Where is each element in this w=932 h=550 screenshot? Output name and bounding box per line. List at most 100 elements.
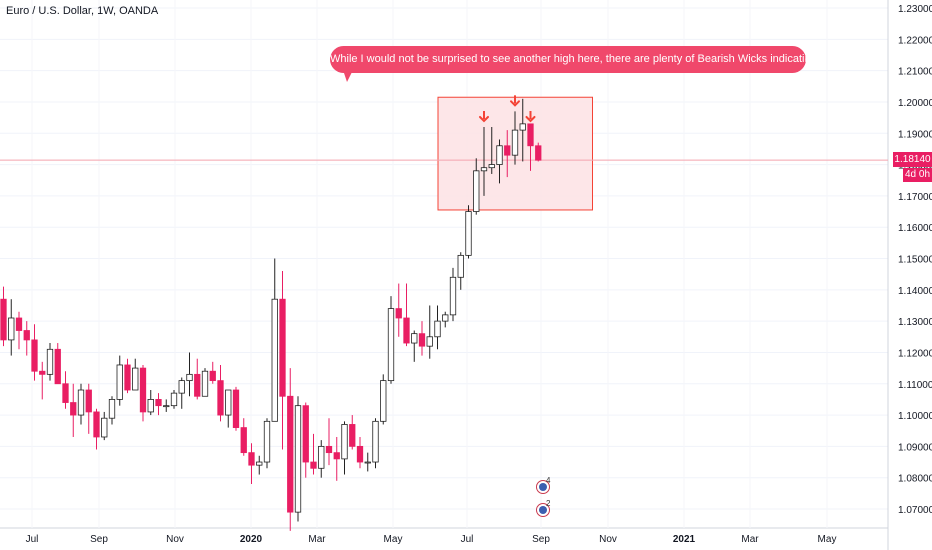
candle[interactable] bbox=[54, 343, 61, 385]
x-tick-label: Mar bbox=[308, 534, 326, 545]
y-tick-label: 1.20000 bbox=[898, 98, 932, 109]
candle[interactable] bbox=[256, 455, 263, 475]
y-tick-label: 1.09000 bbox=[898, 442, 932, 453]
candle-body bbox=[473, 170, 480, 212]
candle-body bbox=[527, 123, 534, 147]
candle[interactable] bbox=[434, 305, 441, 350]
candle[interactable] bbox=[380, 374, 387, 425]
candle-body bbox=[395, 308, 402, 319]
y-tick-label: 1.08000 bbox=[898, 474, 932, 485]
candle[interactable] bbox=[101, 411, 108, 441]
x-tick-label: Nov bbox=[166, 534, 184, 545]
candle[interactable] bbox=[155, 393, 162, 416]
candle-body bbox=[535, 145, 542, 161]
callout-annotation[interactable]: While I would not be surprised to see an… bbox=[330, 46, 806, 73]
candle[interactable] bbox=[535, 142, 542, 162]
candle[interactable] bbox=[333, 436, 340, 481]
candle[interactable] bbox=[294, 396, 302, 522]
candle-body bbox=[194, 373, 201, 397]
candle[interactable] bbox=[325, 418, 333, 466]
candle[interactable] bbox=[85, 383, 92, 434]
candle-body bbox=[325, 445, 333, 454]
candle[interactable] bbox=[170, 390, 178, 409]
candle[interactable] bbox=[62, 371, 69, 409]
candle-body bbox=[70, 402, 77, 416]
candle[interactable] bbox=[473, 158, 480, 215]
candle[interactable] bbox=[318, 440, 325, 478]
candle-body bbox=[101, 417, 108, 438]
candle[interactable] bbox=[488, 126, 495, 174]
candle[interactable] bbox=[511, 111, 519, 165]
candle-body bbox=[108, 399, 116, 419]
y-tick-label: 1.13000 bbox=[898, 317, 932, 328]
candle[interactable] bbox=[395, 283, 402, 337]
candle[interactable] bbox=[449, 267, 457, 322]
candle[interactable] bbox=[527, 123, 534, 171]
candle[interactable] bbox=[372, 418, 379, 469]
candle[interactable] bbox=[217, 364, 224, 422]
candle[interactable] bbox=[70, 383, 77, 437]
candle-body bbox=[457, 254, 464, 278]
candle[interactable] bbox=[39, 361, 46, 400]
us-flag-event-icon[interactable] bbox=[536, 503, 550, 517]
candle[interactable] bbox=[248, 443, 255, 484]
x-tick-label: May bbox=[384, 534, 403, 545]
candle[interactable] bbox=[263, 418, 271, 469]
candle[interactable] bbox=[178, 377, 185, 409]
candle[interactable] bbox=[0, 286, 7, 347]
candle[interactable] bbox=[457, 252, 464, 290]
candle[interactable] bbox=[442, 311, 449, 328]
candle[interactable] bbox=[116, 355, 123, 406]
candle[interactable] bbox=[93, 408, 100, 450]
candle[interactable] bbox=[387, 296, 395, 384]
candle-body bbox=[387, 308, 395, 382]
event-count-2: 2 bbox=[546, 499, 551, 508]
candle[interactable] bbox=[23, 321, 30, 356]
candle[interactable] bbox=[418, 321, 426, 356]
candle[interactable] bbox=[465, 205, 472, 259]
candle[interactable] bbox=[240, 418, 247, 456]
x-tick-label: Sep bbox=[90, 534, 108, 545]
candle[interactable] bbox=[132, 358, 139, 391]
candle[interactable] bbox=[271, 258, 278, 422]
candle[interactable] bbox=[201, 368, 209, 397]
candle[interactable] bbox=[341, 421, 348, 475]
candle[interactable] bbox=[209, 361, 216, 384]
candle[interactable] bbox=[8, 299, 15, 356]
candle[interactable] bbox=[139, 364, 147, 422]
candle[interactable] bbox=[504, 130, 511, 178]
y-tick-label: 1.10000 bbox=[898, 411, 932, 422]
candle[interactable] bbox=[287, 368, 294, 531]
candle-body bbox=[147, 399, 154, 413]
candle[interactable] bbox=[480, 126, 488, 196]
candle[interactable] bbox=[194, 358, 201, 400]
candle[interactable] bbox=[496, 139, 503, 184]
candle[interactable] bbox=[147, 390, 154, 416]
candle[interactable] bbox=[403, 283, 410, 347]
candle[interactable] bbox=[364, 452, 371, 472]
candle[interactable] bbox=[411, 330, 418, 362]
candle[interactable] bbox=[356, 436, 364, 469]
candle[interactable] bbox=[31, 324, 38, 381]
candle[interactable] bbox=[519, 98, 526, 162]
candle-body bbox=[465, 211, 472, 256]
candle[interactable] bbox=[77, 383, 85, 425]
candle[interactable] bbox=[46, 343, 54, 381]
candle[interactable] bbox=[232, 386, 240, 431]
candle[interactable] bbox=[108, 396, 116, 425]
candle[interactable] bbox=[302, 402, 309, 478]
candle[interactable] bbox=[426, 305, 433, 359]
candle[interactable] bbox=[163, 399, 170, 412]
candle[interactable] bbox=[225, 389, 232, 428]
candle[interactable] bbox=[279, 271, 286, 450]
candle-body bbox=[178, 380, 185, 394]
candle[interactable] bbox=[310, 433, 317, 475]
candle[interactable] bbox=[186, 352, 193, 397]
economic-event-icon[interactable] bbox=[536, 480, 550, 494]
candle[interactable] bbox=[349, 415, 356, 450]
candle-body bbox=[46, 348, 54, 375]
candle[interactable] bbox=[15, 311, 23, 350]
candle[interactable] bbox=[124, 358, 131, 394]
candle-body bbox=[8, 317, 15, 341]
